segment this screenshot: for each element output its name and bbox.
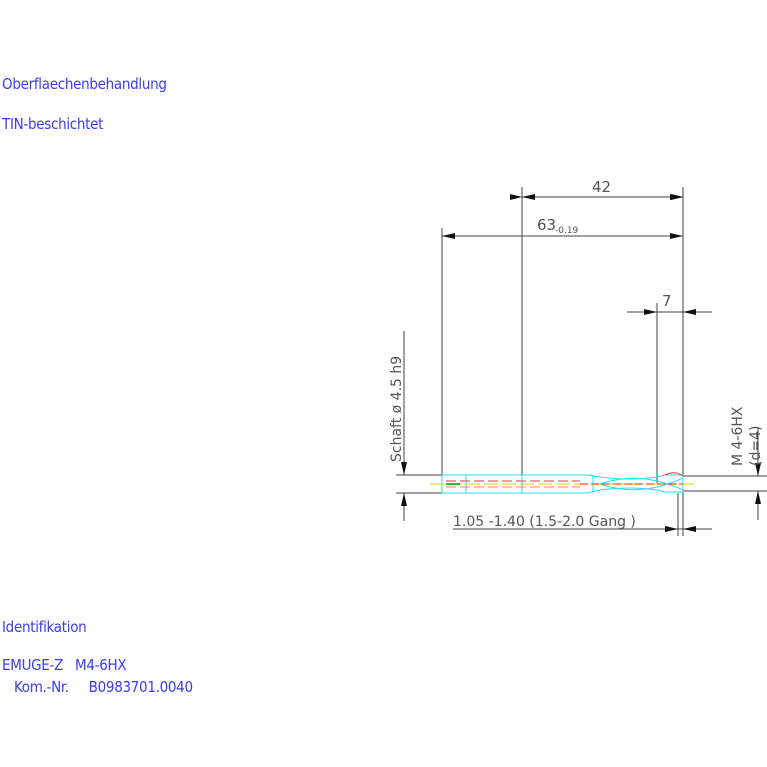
dimension-42: 42 (592, 178, 611, 196)
tool-outline (430, 472, 694, 494)
dimension-63: 63 (537, 216, 556, 234)
drawing-sheet (0, 72, 767, 692)
thread-diameter-label: (d=4) (748, 426, 764, 466)
dimension-7: 7 (662, 292, 672, 310)
thread-label: M 4-6HX (730, 406, 746, 466)
surface-treatment-heading: Oberflaechenbehandlung (2, 75, 167, 93)
dimension-arrows (401, 194, 761, 532)
shank-diameter-label: Schaft ø 4.5 h9 (389, 356, 405, 462)
dimension-63-tolerance: -0.19 (555, 226, 579, 236)
surface-treatment-value: TIN-beschichtet (2, 115, 104, 133)
chamfer-length-label: 1.05 -1.40 (1.5-2.0 Gang ) (453, 514, 636, 530)
identification-heading: Identifikation (2, 618, 87, 636)
identification-line-2: Kom.-Nr. B0983701.0040 (2, 678, 193, 696)
identification-line-1: EMUGE-Z M4-6HX (2, 656, 127, 674)
